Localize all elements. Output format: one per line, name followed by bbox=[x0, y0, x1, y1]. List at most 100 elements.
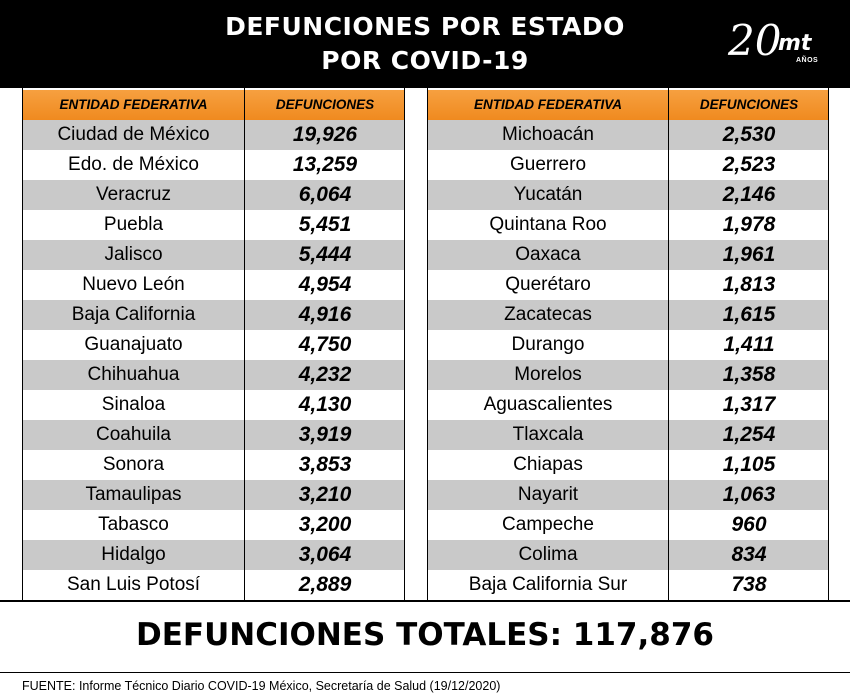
right-table: ENTIDAD FEDERATIVA DEFUNCIONES Michoacán… bbox=[427, 88, 829, 600]
table-row: Quintana Roo 1,978 bbox=[428, 210, 828, 240]
table-row: Nuevo León 4,954 bbox=[23, 270, 404, 300]
column-header-state: ENTIDAD FEDERATIVA bbox=[474, 97, 622, 112]
death-count: 2,530 bbox=[722, 123, 776, 146]
column-header-deaths: DEFUNCIONES bbox=[699, 97, 799, 112]
death-count: 13,259 bbox=[292, 153, 358, 176]
column-header-deaths: DEFUNCIONES bbox=[275, 97, 375, 112]
table-row: Tabasco 3,200 bbox=[23, 510, 404, 540]
death-count: 3,919 bbox=[298, 423, 352, 446]
state-name: Hidalgo bbox=[101, 544, 166, 565]
state-name: Puebla bbox=[103, 214, 164, 235]
table-row: Campeche 960 bbox=[428, 510, 828, 540]
death-count: 1,411 bbox=[723, 333, 775, 356]
table-row: Chiapas 1,105 bbox=[428, 450, 828, 480]
table-header: ENTIDAD FEDERATIVA DEFUNCIONES bbox=[428, 90, 828, 120]
state-name: Morelos bbox=[514, 364, 582, 385]
death-count: 4,750 bbox=[298, 333, 352, 356]
table-row: Jalisco 5,444 bbox=[23, 240, 404, 270]
table-row: Michoacán 2,530 bbox=[428, 120, 828, 150]
state-name: Sonora bbox=[102, 454, 165, 475]
table-row: Zacatecas 1,615 bbox=[428, 300, 828, 330]
state-name: Guerrero bbox=[509, 154, 587, 175]
death-count: 19,926 bbox=[292, 123, 358, 146]
state-name: Campeche bbox=[502, 514, 594, 535]
table-row: Chihuahua 4,232 bbox=[23, 360, 404, 390]
table-row: Yucatán 2,146 bbox=[428, 180, 828, 210]
left-table: ENTIDAD FEDERATIVA DEFUNCIONES Ciudad de… bbox=[22, 88, 405, 600]
table-row: Morelos 1,358 bbox=[428, 360, 828, 390]
state-name: Tlaxcala bbox=[512, 424, 584, 445]
state-name: Zacatecas bbox=[504, 304, 592, 325]
state-name: Querétaro bbox=[505, 274, 591, 295]
table-row: Querétaro 1,813 bbox=[428, 270, 828, 300]
state-name: San Luis Potosí bbox=[66, 574, 201, 595]
table-row: Hidalgo 3,064 bbox=[23, 540, 404, 570]
death-count: 3,200 bbox=[298, 513, 352, 536]
table-row: Tamaulipas 3,210 bbox=[23, 480, 404, 510]
death-count: 1,358 bbox=[722, 363, 776, 386]
state-name: Nuevo León bbox=[82, 274, 185, 295]
death-count: 960 bbox=[731, 513, 767, 536]
table-row: Nayarit 1,063 bbox=[428, 480, 828, 510]
state-name: Edo. de México bbox=[68, 154, 199, 175]
state-name: Coahuila bbox=[96, 424, 171, 445]
column-divider bbox=[668, 88, 669, 600]
death-count: 4,954 bbox=[298, 273, 352, 296]
table-row: Puebla 5,451 bbox=[23, 210, 404, 240]
state-name: Tabasco bbox=[98, 514, 169, 535]
state-name: Michoacán bbox=[502, 124, 594, 145]
footer: FUENTE: Informe Técnico Diario COVID-19 … bbox=[0, 672, 850, 700]
death-count: 834 bbox=[731, 543, 767, 566]
source-note: FUENTE: Informe Técnico Diario COVID-19 … bbox=[22, 679, 501, 693]
death-count: 2,146 bbox=[722, 183, 776, 206]
table-row: Ciudad de México 19,926 bbox=[23, 120, 404, 150]
death-count: 3,210 bbox=[298, 483, 352, 506]
death-count: 1,105 bbox=[722, 453, 776, 476]
death-count: 6,064 bbox=[298, 183, 352, 206]
death-count: 4,232 bbox=[298, 363, 352, 386]
column-divider bbox=[244, 88, 245, 600]
divider-line bbox=[0, 600, 850, 602]
total-deaths: DEFUNCIONES TOTALES: 117,876 bbox=[136, 617, 714, 653]
death-count: 1,615 bbox=[722, 303, 776, 326]
death-count: 1,961 bbox=[722, 243, 776, 266]
state-name: Yucatán bbox=[513, 184, 583, 205]
page-title: DEFUNCIONES POR ESTADO POR COVID-19 bbox=[0, 10, 850, 78]
table-row: San Luis Potosí 2,889 bbox=[23, 570, 404, 600]
death-count: 2,523 bbox=[722, 153, 776, 176]
state-name: Colima bbox=[518, 544, 578, 565]
state-name: Baja California Sur bbox=[468, 574, 628, 595]
state-name: Oaxaca bbox=[515, 244, 581, 265]
table-row: Colima 834 bbox=[428, 540, 828, 570]
death-count: 1,813 bbox=[722, 273, 776, 296]
death-count: 3,853 bbox=[298, 453, 352, 476]
header-bar: DEFUNCIONES POR ESTADO POR COVID-19 20 m… bbox=[0, 0, 850, 88]
death-count: 4,916 bbox=[298, 303, 352, 326]
column-header-state: ENTIDAD FEDERATIVA bbox=[59, 97, 208, 112]
title-line-1: DEFUNCIONES POR ESTADO bbox=[225, 12, 625, 41]
state-name: Durango bbox=[511, 334, 585, 355]
table-row: Tlaxcala 1,254 bbox=[428, 420, 828, 450]
logo-number: 20 bbox=[728, 16, 782, 65]
table-row: Edo. de México 13,259 bbox=[23, 150, 404, 180]
table-row: Oaxaca 1,961 bbox=[428, 240, 828, 270]
death-count: 5,444 bbox=[298, 243, 352, 266]
state-name: Sinaloa bbox=[101, 394, 166, 415]
state-name: Tamaulipas bbox=[85, 484, 182, 505]
death-count: 1,063 bbox=[722, 483, 776, 506]
table-row: Guanajuato 4,750 bbox=[23, 330, 404, 360]
table-row: Durango 1,411 bbox=[428, 330, 828, 360]
table-row: Sinaloa 4,130 bbox=[23, 390, 404, 420]
table-row: Baja California Sur 738 bbox=[428, 570, 828, 600]
table-row: Sonora 3,853 bbox=[23, 450, 404, 480]
state-name: Chihuahua bbox=[87, 364, 180, 385]
death-count: 1,254 bbox=[722, 423, 776, 446]
death-count: 738 bbox=[731, 573, 767, 596]
table-body: Ciudad de México 19,926 Edo. de México 13,2… bbox=[23, 120, 404, 600]
title-line-2: POR COVID-19 bbox=[321, 46, 529, 75]
death-count: 1,978 bbox=[722, 213, 776, 236]
state-name: Veracruz bbox=[96, 184, 171, 205]
state-name: Ciudad de México bbox=[57, 124, 210, 145]
brand-logo: 20 mt AÑOS bbox=[728, 14, 828, 74]
table-row: Guerrero 2,523 bbox=[428, 150, 828, 180]
